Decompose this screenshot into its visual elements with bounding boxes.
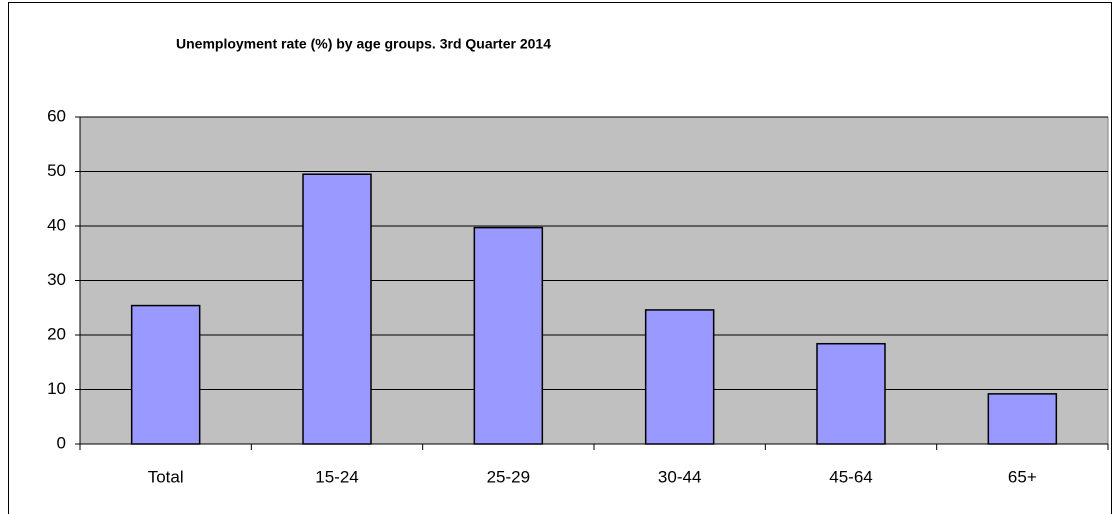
x-tick-label: Total: [148, 467, 184, 486]
y-tick-label: 20: [47, 324, 66, 343]
x-tick-label: 30-44: [658, 467, 701, 486]
x-tick-label: 45-64: [829, 467, 872, 486]
chart-title: Unemployment rate (%) by age groups. 3rd…: [176, 36, 551, 52]
y-tick-label: 30: [47, 270, 66, 289]
x-tick-label: 65+: [1008, 467, 1037, 486]
y-tick-label: 10: [47, 379, 66, 398]
bar: [816, 342, 886, 445]
y-tick-label: 40: [47, 215, 66, 234]
bar: [130, 304, 201, 445]
bar: [473, 226, 544, 445]
y-tick-label: 50: [47, 161, 66, 180]
bar: [644, 309, 715, 445]
x-tick-label: 25-29: [487, 467, 530, 486]
x-tick-label: 15-24: [315, 467, 358, 486]
y-tick-label: 60: [47, 106, 66, 125]
y-tick-label: 0: [57, 433, 66, 452]
bar: [302, 173, 372, 445]
bar: [987, 393, 1058, 445]
